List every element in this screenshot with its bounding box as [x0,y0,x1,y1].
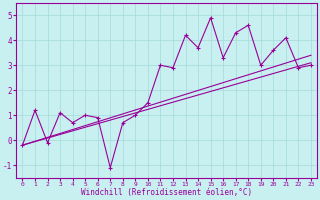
X-axis label: Windchill (Refroidissement éolien,°C): Windchill (Refroidissement éolien,°C) [81,188,252,197]
